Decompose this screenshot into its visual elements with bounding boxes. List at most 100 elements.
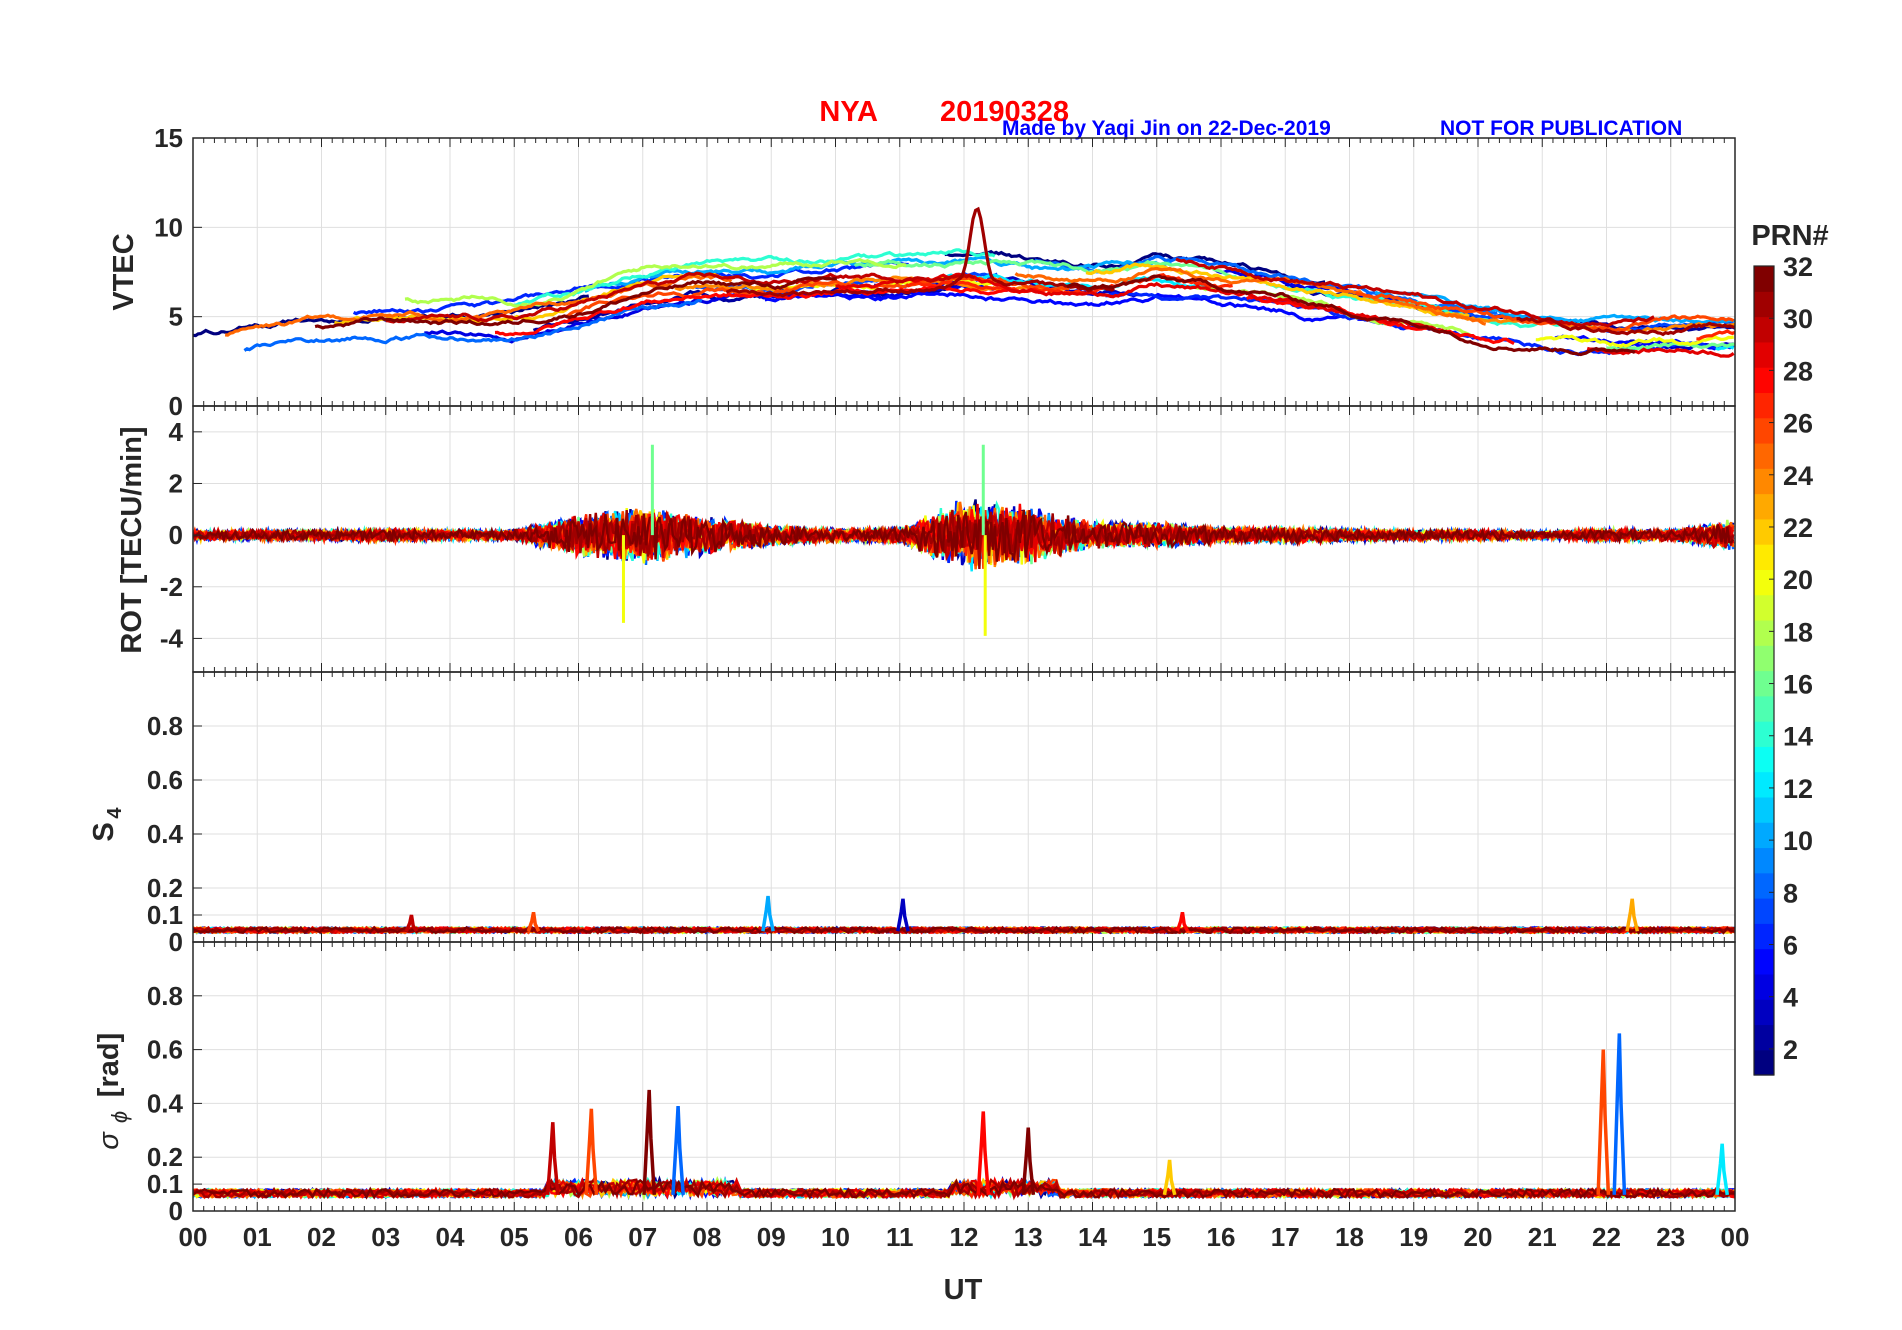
colorbar-tick-label: 16: [1783, 670, 1813, 700]
colorbar-level: [1754, 1049, 1774, 1076]
ROT-ytick-label: 0: [169, 520, 183, 550]
colorbar-tick-label: 14: [1783, 722, 1813, 752]
x-tick-label: 16: [1207, 1222, 1236, 1252]
x-tick-label: 20: [1464, 1222, 1493, 1252]
VTEC-ytick-label: 10: [154, 212, 183, 242]
sigma_phi-spike: [1596, 1049, 1611, 1195]
S4-spike: [404, 914, 419, 933]
ROT-ytick-label: 2: [169, 468, 183, 498]
S4-spike: [526, 911, 541, 932]
colorbar-level: [1754, 1024, 1774, 1051]
data-traces: [193, 1033, 1735, 1201]
svg-text:S: S: [88, 822, 120, 841]
notice-text: NOT FOR PUBLICATION: [1440, 117, 1682, 140]
vtec-trace-prn-22: [1085, 262, 1470, 318]
colorbar-tick-label: 6: [1783, 931, 1798, 961]
svg-text:[rad]: [rad]: [93, 1033, 125, 1097]
rot-trace-prn-32: [193, 509, 1735, 564]
x-tick-label: 02: [307, 1222, 336, 1252]
x-tick-label: 19: [1399, 1222, 1428, 1252]
colorbar-title: PRN#: [1751, 220, 1828, 252]
x-ticks: [192, 672, 1736, 943]
gridlines: [192, 672, 1736, 943]
S4-ytick-label: 0.4: [147, 819, 184, 849]
sigma_phi-spike: [545, 1122, 560, 1196]
data-traces: [193, 206, 1735, 358]
colorbar-level: [1754, 670, 1774, 697]
vtec-trace-prn-24: [674, 275, 1064, 294]
x-axis-label: UT: [944, 1274, 983, 1306]
S4-ytick-label: 0.2: [147, 873, 183, 903]
vtec-trace-prn-8: [243, 298, 703, 352]
colorbar-level: [1754, 796, 1774, 823]
x-tick-label: 14: [1078, 1222, 1107, 1252]
sigma_phi-ytick-label: 0: [169, 1196, 183, 1226]
colorbar-level: [1754, 417, 1774, 444]
colorbar-level: [1754, 493, 1774, 520]
x-tick-label: 22: [1592, 1222, 1621, 1252]
vtec-trace-prn-28: [1246, 294, 1515, 346]
x-tick-label: 00: [1721, 1222, 1750, 1252]
VTEC-ytick-label: 0: [169, 391, 183, 421]
vtec-trace-prn-31: [1516, 316, 1735, 337]
S4-ytick-label: 0.8: [147, 711, 183, 741]
vtec-trace-prn-16: [1606, 341, 1735, 352]
vtec-trace-prn-12: [1715, 344, 1735, 351]
colorbar-level: [1754, 721, 1774, 747]
x-tick-label: 00: [179, 1222, 208, 1252]
S4-spike: [1175, 911, 1190, 932]
svg-text:ϕ: ϕ: [107, 1111, 132, 1123]
x-tick-label: 13: [1014, 1222, 1043, 1252]
date-title: 20190328: [940, 96, 1069, 128]
S4-trace-prn-32: [193, 925, 1735, 935]
data-traces: [193, 895, 1735, 935]
colorbar-level: [1754, 569, 1774, 596]
colorbar-level: [1754, 973, 1774, 1000]
vtec-trace-prn-28: [494, 284, 1041, 337]
colorbar-level: [1754, 822, 1774, 849]
x-tick-label: 07: [628, 1222, 657, 1252]
colorbar-level: [1754, 695, 1774, 722]
x-tick-label: 15: [1142, 1222, 1171, 1252]
sigma_phi-spike: [1162, 1159, 1177, 1196]
colorbar-level: [1754, 367, 1774, 394]
svg-text:σ: σ: [93, 1131, 125, 1150]
vtec-trace-prn-30: [1175, 257, 1655, 328]
vtec-trace-prn-32: [1066, 274, 1636, 357]
S4-ytick-label: 0.1: [147, 900, 183, 930]
gridlines: [192, 942, 1736, 1212]
colorbar-tick-label: 22: [1783, 513, 1813, 543]
colorbar-level: [1754, 266, 1774, 292]
x-tick-label: 06: [564, 1222, 593, 1252]
ROT-ytick-label: -4: [160, 623, 184, 653]
station-title: NYA: [819, 96, 878, 128]
ROT-ytick-label: 4: [169, 417, 184, 447]
rot-ylabel: ROT [TECU/min]: [116, 426, 148, 653]
ROT-ytick-label: -2: [160, 572, 183, 602]
colorbar-level: [1754, 898, 1774, 924]
sigma-phi-panel: 00.10.2 0.4 0.6 0.8 00 01 02 03 04 05 06 07 08 09 10 11…: [147, 941, 1750, 1252]
x-tick-label: 03: [371, 1222, 400, 1252]
x-tick-label: 12: [950, 1222, 979, 1252]
S4-spike: [761, 895, 775, 932]
colorbar-level: [1754, 544, 1774, 570]
vtec-ylabel: VTEC: [108, 233, 140, 310]
colorbar-level: [1754, 746, 1774, 773]
vtec-panel: 0 5 10 15: [154, 123, 1736, 421]
colorbar-tick-label: 12: [1783, 774, 1813, 804]
colorbar-level: [1754, 392, 1774, 419]
x-tick-label: 09: [757, 1222, 786, 1252]
colorbar-tick-label: 24: [1783, 461, 1813, 491]
x-tick-label: 01: [243, 1222, 272, 1252]
x-tick-label: 05: [500, 1222, 529, 1252]
s4-panel: 00.10.2 0.4 0.6 0.8: [147, 671, 1736, 957]
rot-panel: -4 -2 0 2 4: [160, 405, 1736, 673]
colorbar-tick-label: 10: [1783, 826, 1813, 856]
x-tick-label: 18: [1335, 1222, 1364, 1252]
colorbar-level: [1754, 594, 1774, 621]
vtec-trace-prn-32: [314, 276, 837, 330]
sigma_phi-ytick-label: 0.8: [147, 981, 183, 1011]
sigma_phi-spike: [1715, 1143, 1730, 1196]
